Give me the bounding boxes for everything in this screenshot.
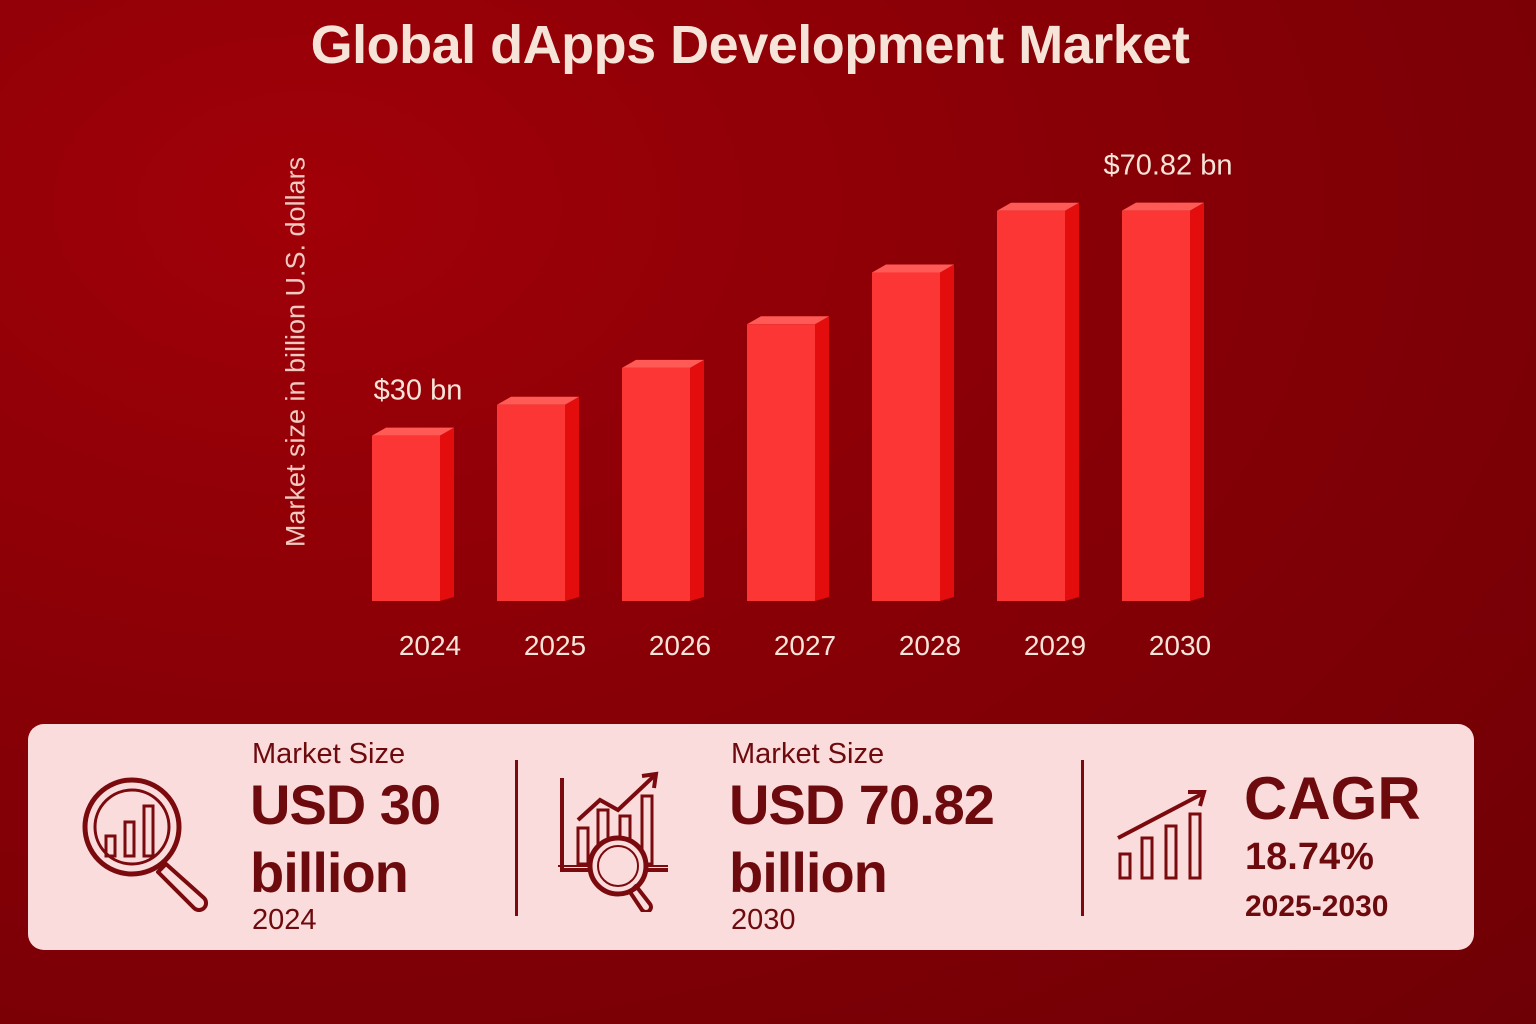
bar-top <box>1122 202 1204 211</box>
chart-title: Global dApps Development Market <box>0 14 1536 76</box>
magnifier-chart-icon <box>82 777 209 912</box>
x-tick-label: 2030 <box>1149 630 1211 661</box>
x-tick-label: 2028 <box>899 630 961 661</box>
bar-side <box>565 396 579 601</box>
x-tick-label: 2024 <box>399 630 461 661</box>
growth-bars-icon <box>1117 790 1207 880</box>
x-tick-label: 2026 <box>649 630 711 661</box>
divider-1 <box>515 760 518 916</box>
bar-2029 <box>997 202 1079 601</box>
market-size-2030-label: Market Size <box>731 738 885 770</box>
bar-side <box>440 427 454 601</box>
market-size-2024-value: USD 30 <box>250 773 441 836</box>
bar-front <box>622 367 690 601</box>
bar-top <box>872 264 954 273</box>
bar-top <box>747 316 829 325</box>
bar-side <box>815 316 829 601</box>
bar-2024 <box>372 427 454 601</box>
x-tick-label: 2027 <box>774 630 836 661</box>
bar-top <box>497 396 579 405</box>
bar-front <box>1122 210 1190 602</box>
bar-top <box>622 359 704 368</box>
summary-panel: Market Size USD 30 billion 2024 Market S… <box>28 724 1474 950</box>
chart-analysis-icon <box>558 771 668 912</box>
bar-2030 <box>1122 202 1204 602</box>
bar-top <box>997 202 1079 211</box>
bar-2025 <box>497 396 579 601</box>
data-label: $30 bn <box>374 375 463 407</box>
bar-front <box>747 324 815 601</box>
bar-side <box>1190 202 1204 602</box>
divider-2 <box>1081 760 1084 916</box>
bar-front <box>872 272 940 601</box>
chart-title-text: Global dApps Development Market <box>310 15 1190 75</box>
data-label: $70.82 bn <box>1103 150 1232 182</box>
cagr-label: CAGR <box>1244 765 1421 832</box>
bar-front <box>497 404 565 601</box>
bar-2026 <box>622 359 704 601</box>
bar-side <box>1065 202 1079 601</box>
market-size-2030-value: USD 70.82 <box>729 773 995 836</box>
bar-front <box>997 210 1065 601</box>
bar-chart: 2024 2025 2026 2027 2028 2029 2030 $30 bn $70.82… <box>372 150 1233 661</box>
market-size-2024-label: Market Size <box>252 738 406 770</box>
bar-2028 <box>872 264 954 601</box>
x-tick-label: 2029 <box>1024 630 1086 661</box>
market-size-2024-unit: billion <box>250 841 409 904</box>
market-size-2024-year: 2024 <box>252 904 317 936</box>
bar-front <box>372 435 440 601</box>
x-tick-label: 2025 <box>524 630 586 661</box>
bar-side <box>940 264 954 601</box>
bar-top <box>372 427 454 436</box>
bar-2027 <box>747 316 829 601</box>
market-size-2030-year: 2030 <box>731 904 796 936</box>
market-size-2030-unit: billion <box>729 841 888 904</box>
cagr-value: 18.74% <box>1245 836 1374 878</box>
bar-side <box>690 359 704 601</box>
cagr-period: 2025-2030 <box>1245 890 1389 923</box>
